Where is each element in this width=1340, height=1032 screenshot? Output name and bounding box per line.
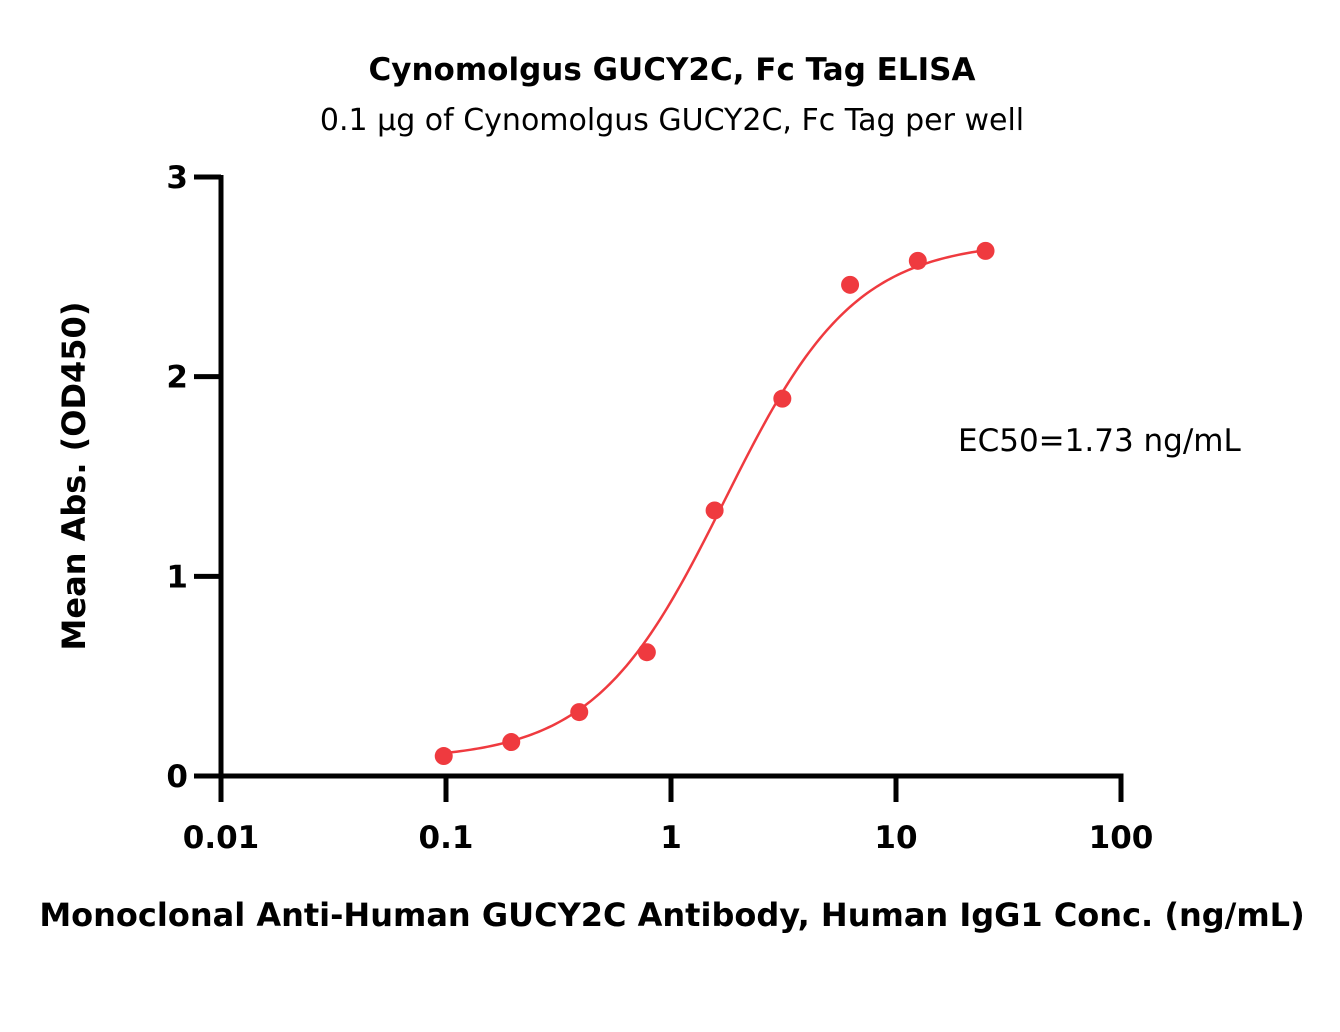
x-tick-label: 10 <box>874 820 917 856</box>
x-tick-label: 100 <box>1089 820 1154 856</box>
x-tick-label: 0.1 <box>419 820 474 856</box>
chart-subtitle: 0.1 µg of Cynomolgus GUCY2C, Fc Tag per … <box>320 103 1024 138</box>
data-point <box>773 389 792 408</box>
y-tick-label: 1 <box>166 559 188 595</box>
data-point <box>434 747 453 766</box>
y-tick-label: 2 <box>166 360 188 396</box>
x-tick-label: 0.01 <box>183 820 260 856</box>
data-point <box>502 733 521 752</box>
data-points-layer <box>434 241 995 766</box>
data-point <box>841 275 860 294</box>
data-point <box>908 251 927 270</box>
data-point <box>570 703 589 722</box>
ec50-annotation: EC50=1.73 ng/mL <box>958 423 1241 459</box>
data-point <box>976 241 995 260</box>
x-axis-label: Monoclonal Anti-Human GUCY2C Antibody, H… <box>39 896 1304 934</box>
chart-title: Cynomolgus GUCY2C, Fc Tag ELISA <box>369 52 976 88</box>
data-point <box>637 643 656 662</box>
data-point <box>705 501 724 520</box>
fit-curve-layer <box>443 248 986 755</box>
fit-curve <box>443 248 986 755</box>
axes: 0 1 2 3 0.01 0.1 1 10 100 <box>166 160 1153 856</box>
y-axis-label: Mean Abs. (OD450) <box>55 302 93 651</box>
y-tick-label: 0 <box>166 759 188 795</box>
x-tick-label: 1 <box>660 820 682 856</box>
y-tick-label: 3 <box>166 160 188 196</box>
